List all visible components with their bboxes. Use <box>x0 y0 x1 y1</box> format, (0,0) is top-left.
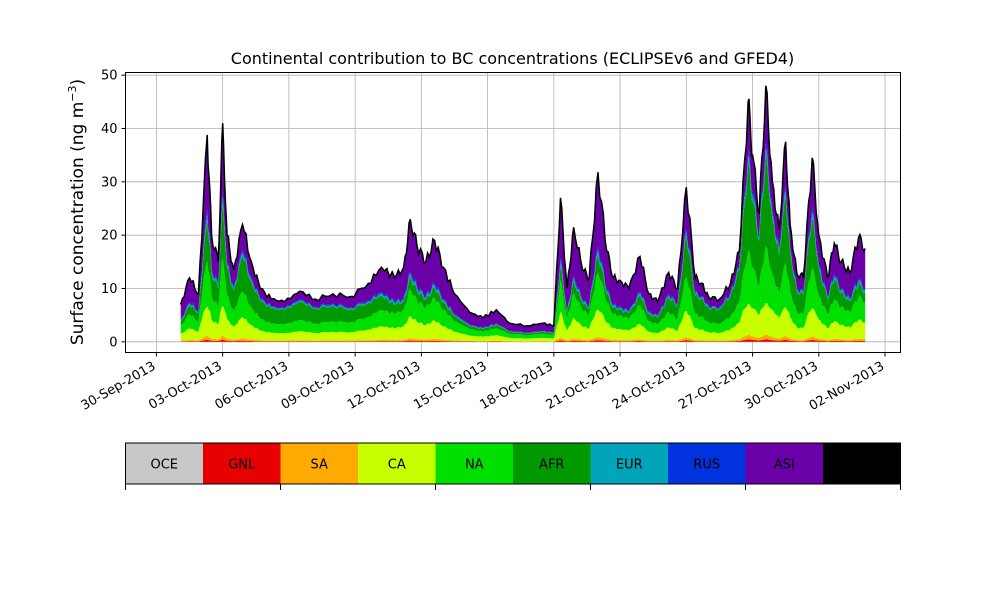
legend-swatch-sa <box>280 443 358 484</box>
area-gnl <box>180 339 866 342</box>
legend-label-rus: RUS <box>693 458 720 473</box>
legend-swatch-aus <box>823 443 901 484</box>
y-tick-label: 10 <box>101 282 118 297</box>
legend-swatch-gnl <box>203 443 281 484</box>
area-sa <box>180 334 866 342</box>
y-tick-label: 20 <box>101 229 118 244</box>
area-na <box>180 246 866 339</box>
legend-label-asi: ASI <box>774 458 795 473</box>
y-axis-ticks: 0 10 20 30 40 50 <box>101 69 126 350</box>
legend-swatch-oce <box>125 443 203 484</box>
y-tick-label: 30 <box>101 175 118 190</box>
legend-swatch-eur <box>590 443 668 484</box>
legend-label-na: NA <box>465 458 484 473</box>
legend-label-aus: AUS <box>848 458 875 473</box>
region-legend: OCE GNL SA CA NA AFR EUR RUS ASI AUS <box>125 442 901 490</box>
legend-frame <box>125 442 901 485</box>
plot-frame <box>125 72 901 353</box>
legend-swatch-na <box>435 443 513 484</box>
area-afr <box>180 155 866 336</box>
total-concentration-line <box>179 85 866 328</box>
y-tick-label: 50 <box>101 69 118 84</box>
legend-swatch-afr <box>513 443 591 484</box>
legend-swatch-asi <box>745 443 823 484</box>
legend-label-afr: AFR <box>539 458 564 473</box>
area-ca <box>180 302 866 342</box>
y-axis-label: Surface concentration (ng m−3) <box>66 79 88 345</box>
y-tick-label: 40 <box>101 122 118 137</box>
legend-label-sa: SA <box>311 458 328 473</box>
legend-label-gnl: GNL <box>228 458 256 473</box>
chart-title: Continental contribution to BC concentra… <box>231 49 794 68</box>
legend-label-ca: CA <box>388 458 406 473</box>
legend-swatch-ca <box>358 443 436 484</box>
legend-label-eur: EUR <box>616 458 643 473</box>
legend-label-oce: OCE <box>150 458 178 473</box>
y-tick-label: 0 <box>109 335 117 350</box>
legend-swatch-rus <box>668 443 746 484</box>
